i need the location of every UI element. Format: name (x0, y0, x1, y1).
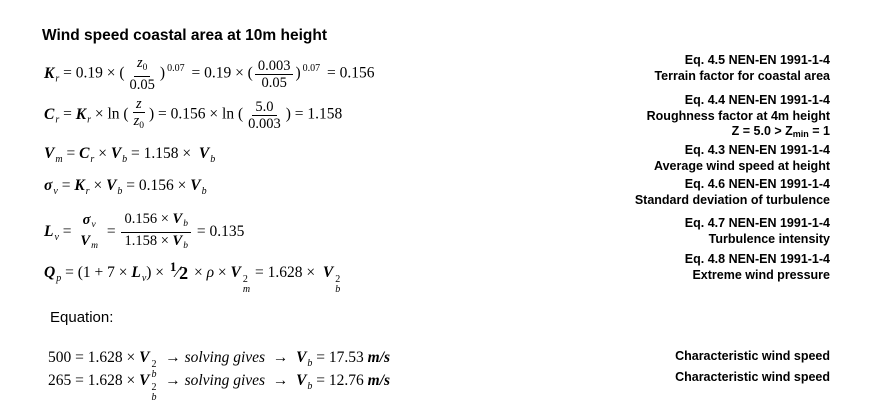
fraction: 0.156 × Vb 1.158 × Vb (121, 211, 191, 254)
note-eq-4-7-turbulence: Eq. 4.7 NEN-EN 1991-1-4 Turbulence intens… (684, 216, 830, 246)
equation-std-deviation: σv = Kr × Vb = 0.156 × Vb (44, 177, 207, 197)
note-eq-4-6-std-deviation: Eq. 4.6 NEN-EN 1991-1-4 Standard deviatio… (634, 177, 830, 207)
equation-terrain-factor: Kr = 0.19 × (z0 0.05) 0.07 = 0.19 × (0.003… (44, 55, 375, 93)
fraction: z z0 (132, 96, 145, 131)
fraction: z0 0.05 (129, 55, 155, 93)
diagonal-fraction: 1⁄2 (169, 259, 189, 283)
note-characteristic-speed-1: Characteristic wind speed (675, 349, 830, 363)
page-title: Wind speed coastal area at 10m height (42, 27, 327, 44)
equation-turbulence-intensity: Lv = σv Vm = 0.156 × Vb 1.158 × Vb = 0.135 (44, 211, 244, 254)
note-eq-4-3-average-speed: Eq. 4.3 NEN-EN 1991-1-4 Average wind spee… (654, 143, 830, 173)
note-eq-4-4-roughness-factor: Eq. 4.4 NEN-EN 1991-1-4 Roughness factor … (646, 93, 830, 139)
fraction: 0.003 0.05 (254, 58, 294, 91)
note-eq-4-8-wind-pressure: Eq. 4.8 NEN-EN 1991-1-4 Extreme wind pres… (684, 252, 830, 282)
equation-section-label: Equation: (50, 309, 114, 326)
fraction: σv Vm (80, 211, 98, 251)
fraction: 5.0 0.003 (248, 98, 281, 132)
note-characteristic-speed-2: Characteristic wind speed (675, 370, 830, 384)
equation-average-wind-speed: Vm = Cr × Vb = 1.158 × Vb (44, 145, 216, 165)
equation-roughness-factor: Cr = Kr × ln (z z0) = 0.156 × ln (5.0 0.00… (44, 96, 342, 134)
note-eq-4-5-terrain-factor: Eq. 4.5 NEN-EN 1991-1-4 Terrain factor fo… (654, 53, 830, 83)
